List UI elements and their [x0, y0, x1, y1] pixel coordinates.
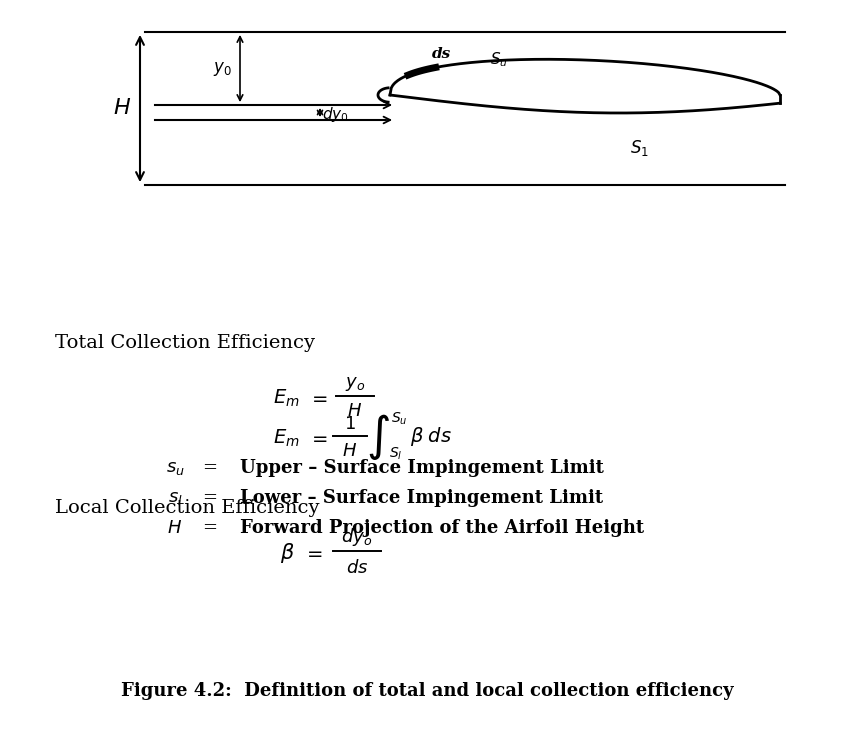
Text: $S_u$: $S_u$ — [391, 410, 407, 427]
Text: $dy_0$: $dy_0$ — [322, 105, 348, 124]
Text: =: = — [202, 489, 218, 507]
Text: $H$: $H$ — [342, 442, 357, 460]
Text: $H$: $H$ — [167, 519, 183, 537]
Text: $y_o$: $y_o$ — [345, 375, 365, 393]
Text: $1$: $1$ — [344, 415, 356, 433]
Text: Total Collection Efficiency: Total Collection Efficiency — [55, 334, 315, 352]
Text: $y_0$: $y_0$ — [212, 59, 231, 78]
Text: $H$: $H$ — [347, 402, 363, 420]
Text: $\beta\;ds$: $\beta\;ds$ — [409, 425, 451, 449]
Text: $s_l$: $s_l$ — [167, 489, 183, 507]
Text: $=$: $=$ — [308, 429, 328, 447]
Text: $=$: $=$ — [303, 544, 322, 562]
Text: Lower – Surface Impingement Limit: Lower – Surface Impingement Limit — [240, 489, 602, 507]
Text: $\mathit{H}$: $\mathit{H}$ — [113, 97, 131, 119]
Text: $S_1$: $S_1$ — [630, 138, 648, 158]
Text: $S_u$: $S_u$ — [490, 51, 508, 70]
Text: =: = — [202, 459, 218, 477]
Text: $s_u$: $s_u$ — [165, 459, 184, 477]
Text: Figure 4.2:  Definition of total and local collection efficiency: Figure 4.2: Definition of total and loca… — [120, 682, 733, 700]
Text: $S_l$: $S_l$ — [389, 446, 402, 463]
Text: $\beta$: $\beta$ — [280, 541, 294, 565]
Text: $ds$: $ds$ — [345, 559, 368, 577]
Text: Local Collection Efficiency: Local Collection Efficiency — [55, 499, 319, 517]
Text: $dy_o$: $dy_o$ — [341, 526, 372, 548]
Text: ds: ds — [432, 47, 450, 62]
Text: Forward Projection of the Airfoil Height: Forward Projection of the Airfoil Height — [240, 519, 643, 537]
Text: $E_m$: $E_m$ — [273, 387, 299, 409]
Text: $=$: $=$ — [308, 389, 328, 407]
Text: Upper – Surface Impingement Limit: Upper – Surface Impingement Limit — [240, 459, 603, 477]
Text: $E_m$: $E_m$ — [273, 427, 299, 449]
Text: =: = — [202, 519, 218, 537]
Text: $\int$: $\int$ — [366, 412, 390, 462]
